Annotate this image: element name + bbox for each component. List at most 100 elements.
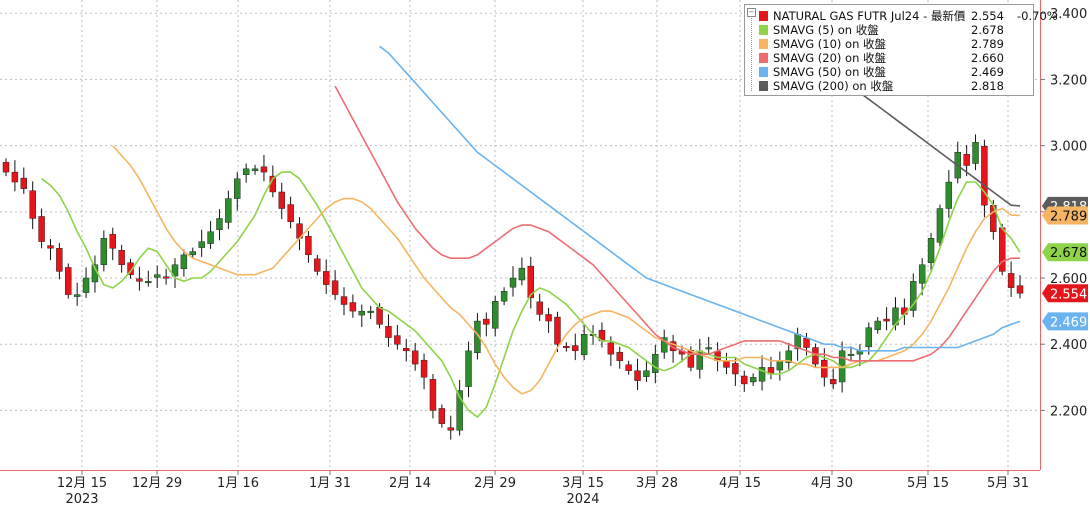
candle-up: [367, 310, 374, 313]
candle-down: [260, 166, 268, 173]
axis-value-label: 2.554: [1050, 287, 1087, 302]
candle-down: [47, 245, 54, 249]
candle-down: [340, 296, 348, 305]
legend-row-price[interactable]: NATURAL GAS FUTR Jul24 - 最新價 2.554 -0.70…: [759, 9, 1058, 23]
candle-up: [749, 377, 757, 383]
candle-down: [331, 280, 339, 295]
candle-up: [198, 241, 205, 248]
legend-row-sma200[interactable]: SMAVG (200) on 收盤 2.818: [759, 79, 1004, 93]
candle-down: [536, 301, 543, 315]
candle-down: [1016, 285, 1024, 294]
legend-swatch-sma50: [759, 67, 768, 77]
candle-up: [216, 218, 223, 230]
candle-down: [20, 177, 27, 189]
candle-down: [830, 379, 837, 385]
candle-up: [643, 370, 650, 377]
candle-down: [732, 363, 739, 375]
sma-line-1: [41, 171, 1021, 419]
candle-down: [741, 375, 748, 385]
candle-down: [2, 161, 10, 173]
candle-down: [634, 370, 641, 381]
candle-up: [936, 208, 944, 243]
y-tick-label: 3.000: [1050, 140, 1087, 155]
candle-up: [234, 178, 241, 199]
candle-up: [509, 277, 517, 288]
x-tick-label: 4月 15: [719, 476, 761, 491]
candle-up: [474, 320, 481, 354]
y-tick-label: 2.200: [1050, 404, 1087, 419]
legend-label-sma50: SMAVG (50) on 收盤: [773, 65, 887, 79]
candle-down: [554, 316, 561, 345]
candle-down: [883, 318, 890, 322]
legend-row-sma20[interactable]: SMAVG (20) on 收盤 2.660: [759, 51, 1004, 65]
legend-value-sma10: 2.789: [971, 37, 1004, 51]
x-tick-label: 3月 28: [636, 476, 678, 491]
x-tick-label: 4月 30: [811, 476, 853, 491]
candle-down: [803, 338, 810, 348]
legend-value-sma200: 2.818: [971, 79, 1004, 93]
legend-swatch-price: [759, 11, 768, 21]
candle-up: [456, 390, 463, 431]
candle-down: [278, 191, 285, 209]
x-tick-year-label: 2024: [566, 492, 599, 507]
candle-down: [607, 342, 615, 355]
candle-up: [100, 238, 108, 265]
candle-down: [305, 236, 312, 256]
candle-down: [118, 250, 125, 265]
candles-group: [2, 134, 1024, 440]
candle-up: [465, 350, 472, 387]
candle-up: [225, 198, 232, 223]
legend-swatch-sma20: [759, 53, 768, 63]
axis-value-label: 2.678: [1050, 246, 1087, 261]
candle-up: [82, 277, 90, 293]
candle-down: [314, 258, 321, 272]
legend-row-sma5[interactable]: SMAVG (5) on 收盤 2.678: [759, 23, 1004, 37]
candle-down: [29, 190, 36, 219]
candle-up: [972, 142, 979, 164]
candle-down: [429, 379, 437, 411]
candle-down: [65, 267, 72, 295]
candle-down: [483, 318, 490, 325]
x-tick-label: 2月 29: [474, 476, 516, 491]
sma-line-3: [334, 85, 1020, 362]
candle-up: [251, 168, 259, 171]
legend-row-sma50[interactable]: SMAVG (50) on 收盤 2.469: [759, 65, 1004, 79]
y-tick-label: 2.400: [1050, 338, 1087, 353]
candle-down: [545, 314, 552, 322]
candle-down: [821, 359, 828, 378]
candle-down: [616, 351, 623, 361]
sma-line-2: [112, 145, 1021, 395]
legend-swatch-sma200: [759, 81, 768, 91]
legend-swatch-sma10: [759, 39, 768, 49]
candle-up: [180, 254, 188, 269]
candle-down: [56, 248, 63, 272]
x-tick-label: 3月 15: [562, 476, 604, 491]
candle-up: [154, 274, 161, 278]
legend-label-sma5: SMAVG (5) on 收盤: [773, 23, 879, 37]
candle-up: [207, 231, 214, 244]
candle-down: [11, 171, 19, 183]
candle-up: [785, 350, 792, 363]
x-tick-label: 1月 31: [309, 476, 351, 491]
candle-up: [518, 267, 526, 281]
axis-value-label: 2.789: [1050, 209, 1087, 224]
candle-up: [910, 281, 917, 311]
candle-down: [385, 326, 392, 338]
candle-down: [376, 306, 383, 325]
legend-label-price: NATURAL GAS FUTR Jul24 - 最新價: [773, 9, 966, 23]
candle-down: [563, 346, 570, 348]
candle-up: [580, 334, 588, 356]
candle-up: [242, 168, 250, 175]
y-tick-label: 2.600: [1050, 272, 1087, 287]
candle-down: [420, 359, 428, 378]
legend-label-sma20: SMAVG (20) on 收盤: [773, 51, 887, 65]
axis-value-tag: [1042, 284, 1088, 303]
candle-down: [287, 204, 294, 222]
legend-row-sma10[interactable]: SMAVG (10) on 收盤 2.789: [759, 37, 1004, 51]
candle-up: [73, 294, 81, 297]
candle-down: [109, 234, 116, 249]
candle-up: [171, 264, 179, 277]
candle-down: [349, 302, 357, 312]
collapse-icon[interactable]: −: [747, 8, 756, 17]
